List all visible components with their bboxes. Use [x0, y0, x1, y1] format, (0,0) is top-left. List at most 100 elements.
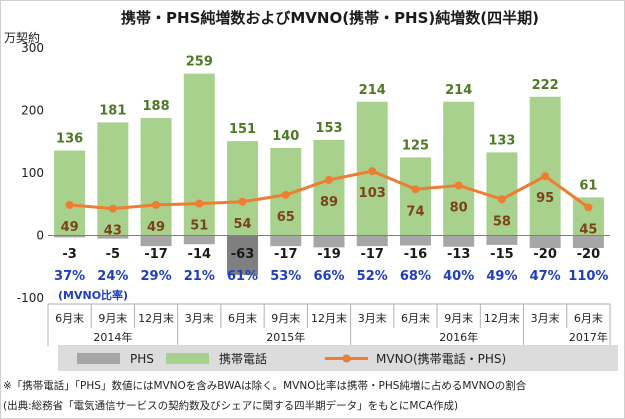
- phone-value-label: 188: [143, 99, 170, 114]
- source-note: (出典:総務省「電気通信サービスの契約数及びシェアに関する四半期データ」をもとに…: [3, 399, 458, 412]
- phone-bars: [54, 73, 604, 236]
- x-category-label: 9月末: [98, 311, 127, 325]
- mvno-point: [195, 199, 204, 208]
- legend: PHS 携帯電話 MVNO(携帯電話・PHS): [58, 345, 618, 371]
- y-tick-label: 0: [36, 229, 44, 243]
- legend-label-phs: PHS: [130, 352, 154, 366]
- legend-label-phone: 携帯電話: [219, 351, 267, 366]
- phs-bar: [97, 235, 129, 239]
- phone-bar: [227, 141, 259, 236]
- phs-value-label: -20: [577, 247, 601, 262]
- x-year-label: 2016年: [439, 330, 478, 344]
- mvno-value-label: 89: [320, 195, 338, 210]
- x-category-label: 3月末: [185, 311, 214, 325]
- phone-bar: [54, 150, 86, 236]
- phs-value-label: -17: [274, 247, 298, 262]
- phone-bar: [313, 139, 345, 236]
- phone-value-label: 151: [229, 122, 256, 137]
- legend-label-mvno: MVNO(携帯電話・PHS): [376, 351, 506, 366]
- mvno-value-label: 51: [190, 219, 208, 234]
- x-category-label: 3月末: [531, 311, 560, 325]
- x-category-label: 3月末: [358, 311, 387, 325]
- mvno-ratio-label: 37%: [54, 269, 85, 284]
- phs-value-label: -16: [404, 247, 428, 262]
- x-year-label: 2014年: [93, 330, 132, 344]
- phs-bar: [572, 235, 604, 248]
- phs-bars: [54, 235, 604, 275]
- x-year-label: 2017年: [569, 330, 608, 344]
- mvno-ratio-header: (MVNO比率): [58, 288, 128, 302]
- mvno-point: [368, 167, 377, 176]
- phone-value-label: 153: [315, 121, 342, 136]
- phs-bar: [140, 235, 172, 247]
- phs-value-label: -17: [360, 247, 384, 262]
- phone-bar: [183, 73, 215, 236]
- phone-bar: [443, 101, 475, 236]
- mvno-ratio-label: 53%: [270, 269, 301, 284]
- mvno-ratio-label: 110%: [568, 269, 608, 284]
- phone-value-label: 214: [445, 83, 472, 98]
- mvno-line-series: [65, 167, 593, 213]
- x-year-label: 2015年: [266, 330, 305, 344]
- phs-value-label: -3: [62, 247, 76, 262]
- mvno-ratio-label: 21%: [184, 269, 215, 284]
- legend-swatch-mvno-marker: [342, 354, 351, 363]
- phs-bar: [443, 235, 475, 247]
- phs-bar: [183, 235, 215, 245]
- phs-value-label: -14: [188, 247, 212, 262]
- mvno-point: [65, 200, 74, 209]
- mvno-point: [152, 200, 161, 209]
- mvno-ratio-label: 68%: [400, 269, 431, 284]
- x-category-label: 12月末: [484, 311, 520, 325]
- mvno-point: [541, 172, 550, 181]
- y-tick-label: 200: [21, 104, 44, 118]
- y-tick-label: -100: [17, 291, 44, 305]
- mvno-value-label: 74: [406, 204, 424, 219]
- phs-value-label: -15: [490, 247, 514, 262]
- mvno-point: [497, 195, 506, 204]
- mvno-value-label: 45: [579, 222, 597, 237]
- phs-bar: [270, 235, 302, 247]
- mvno-value-label: 54: [233, 217, 251, 232]
- phs-value-label: -13: [447, 247, 471, 262]
- footnote: ※「携帯電話」「PHS」数値にはMVNOを含みBWAは除く。MVNO比率は携帯・…: [3, 379, 527, 392]
- phs-bar: [313, 235, 345, 248]
- mvno-value-label: 65: [277, 210, 295, 225]
- phs-bar: [227, 235, 259, 275]
- phone-value-label: 181: [99, 103, 126, 118]
- mvno-point: [238, 197, 247, 206]
- phone-value-label: 61: [579, 178, 597, 193]
- mvno-value-label: 58: [493, 214, 511, 229]
- mvno-ratio-label: 66%: [313, 269, 344, 284]
- x-category-label: 6月末: [574, 311, 603, 325]
- phone-value-label: 136: [56, 132, 83, 147]
- x-category-label: 6月末: [228, 311, 257, 325]
- data-labels: 136 181 188 259 151 140 153 214 125 214 133 222 61 49…: [54, 55, 608, 284]
- mvno-ratio-label: 29%: [141, 269, 172, 284]
- x-category-label: 9月末: [444, 311, 473, 325]
- x-category-label: 12月末: [311, 311, 347, 325]
- mvno-ratio-label: 47%: [530, 269, 561, 284]
- phs-value-label: -19: [317, 247, 341, 262]
- x-category-label: 9月末: [271, 311, 300, 325]
- mvno-ratio-label: 49%: [486, 269, 517, 284]
- phone-value-label: 125: [402, 138, 429, 153]
- phone-bar: [140, 118, 172, 236]
- chart-title: 携帯・PHS純増数およびMVNO(携帯・PHS)純増数(四半期): [121, 9, 539, 27]
- phs-value-label: -20: [533, 247, 557, 262]
- mvno-point: [411, 185, 420, 194]
- phs-bar: [529, 235, 561, 248]
- phs-bar: [54, 235, 86, 238]
- legend-swatch-phs: [77, 353, 120, 364]
- x-category-label: 6月末: [55, 311, 84, 325]
- phone-value-label: 214: [359, 83, 386, 98]
- mvno-value-label: 95: [536, 191, 554, 206]
- y-unit-label: 万契約: [4, 30, 40, 45]
- mvno-point: [584, 203, 593, 212]
- mvno-point: [108, 204, 117, 213]
- y-tick-label: 300: [21, 41, 44, 55]
- phone-bar: [399, 157, 431, 236]
- phs-bar: [486, 235, 518, 245]
- phone-value-label: 222: [532, 78, 559, 93]
